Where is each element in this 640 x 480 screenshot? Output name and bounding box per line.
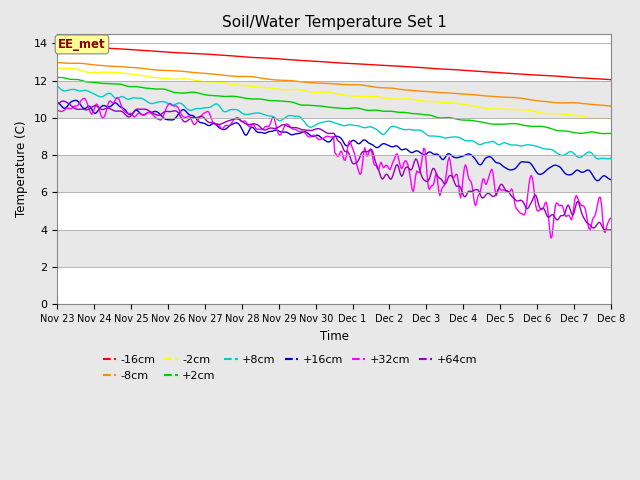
+2cm bbox=[364, 108, 371, 113]
+2cm bbox=[460, 117, 468, 123]
+8cm bbox=[556, 152, 564, 158]
-8cm bbox=[607, 103, 614, 109]
+16cm bbox=[461, 152, 469, 158]
-8cm bbox=[556, 100, 564, 106]
Line: +32cm: +32cm bbox=[58, 97, 611, 238]
Y-axis label: Temperature (C): Temperature (C) bbox=[15, 121, 28, 217]
+16cm bbox=[595, 178, 602, 183]
+32cm bbox=[607, 215, 614, 221]
-8cm bbox=[460, 91, 468, 97]
-16cm bbox=[390, 63, 397, 69]
Bar bbox=[58, 155, 611, 192]
-8cm bbox=[390, 85, 397, 91]
+32cm bbox=[114, 95, 122, 100]
Text: EE_met: EE_met bbox=[58, 38, 106, 51]
+8cm bbox=[390, 123, 397, 129]
-2cm bbox=[287, 87, 294, 93]
+64cm bbox=[461, 194, 469, 200]
+32cm bbox=[461, 162, 469, 168]
+32cm bbox=[227, 121, 235, 127]
Title: Soil/Water Temperature Set 1: Soil/Water Temperature Set 1 bbox=[221, 15, 447, 30]
+2cm bbox=[599, 131, 607, 136]
-8cm bbox=[364, 83, 371, 89]
+8cm bbox=[287, 113, 294, 119]
-16cm bbox=[226, 53, 234, 59]
-2cm bbox=[364, 94, 371, 99]
Bar bbox=[58, 43, 611, 81]
-8cm bbox=[287, 78, 294, 84]
Bar bbox=[58, 267, 611, 304]
+2cm bbox=[556, 128, 564, 134]
Bar bbox=[58, 118, 611, 155]
Line: -2cm: -2cm bbox=[58, 68, 611, 119]
+8cm bbox=[364, 124, 371, 130]
+16cm bbox=[54, 100, 61, 106]
Line: -8cm: -8cm bbox=[58, 62, 611, 106]
+2cm bbox=[54, 74, 61, 80]
-16cm bbox=[460, 68, 468, 73]
-16cm bbox=[607, 77, 614, 83]
-2cm bbox=[390, 96, 397, 102]
+16cm bbox=[364, 140, 372, 145]
+64cm bbox=[601, 227, 609, 233]
Line: +16cm: +16cm bbox=[58, 100, 611, 180]
-2cm bbox=[54, 65, 61, 71]
+64cm bbox=[364, 148, 372, 154]
+8cm bbox=[54, 84, 61, 89]
-16cm bbox=[364, 61, 371, 67]
-2cm bbox=[607, 116, 614, 121]
-16cm bbox=[556, 73, 564, 79]
+64cm bbox=[227, 117, 235, 123]
+64cm bbox=[557, 213, 565, 218]
Line: +64cm: +64cm bbox=[58, 101, 611, 230]
Bar bbox=[58, 81, 611, 118]
-2cm bbox=[460, 102, 468, 108]
Bar bbox=[58, 192, 611, 230]
Bar bbox=[58, 230, 611, 267]
-16cm bbox=[54, 42, 61, 48]
+16cm bbox=[288, 132, 296, 138]
+16cm bbox=[72, 97, 80, 103]
+64cm bbox=[60, 98, 67, 104]
Line: -16cm: -16cm bbox=[58, 45, 611, 80]
+64cm bbox=[607, 227, 614, 233]
X-axis label: Time: Time bbox=[319, 330, 349, 343]
+8cm bbox=[460, 137, 468, 143]
-2cm bbox=[226, 81, 234, 87]
Line: +2cm: +2cm bbox=[58, 77, 611, 133]
Legend: -16cm, -8cm, -2cm, +2cm, +8cm, +16cm, +32cm, +64cm: -16cm, -8cm, -2cm, +2cm, +8cm, +16cm, +3… bbox=[98, 351, 481, 385]
-16cm bbox=[287, 57, 294, 63]
+64cm bbox=[288, 125, 296, 131]
+2cm bbox=[390, 108, 397, 114]
Line: +8cm: +8cm bbox=[58, 86, 611, 159]
-8cm bbox=[54, 60, 61, 65]
+8cm bbox=[607, 156, 614, 161]
+32cm bbox=[364, 152, 372, 157]
+32cm bbox=[547, 235, 555, 241]
+32cm bbox=[391, 155, 399, 161]
-2cm bbox=[556, 111, 564, 117]
+16cm bbox=[227, 122, 235, 128]
-8cm bbox=[226, 73, 234, 79]
+16cm bbox=[557, 166, 565, 171]
+32cm bbox=[288, 126, 296, 132]
+64cm bbox=[54, 101, 61, 107]
+8cm bbox=[595, 156, 602, 162]
+8cm bbox=[226, 107, 234, 113]
+2cm bbox=[226, 94, 234, 99]
+2cm bbox=[607, 131, 614, 136]
+16cm bbox=[391, 144, 399, 149]
+16cm bbox=[607, 177, 614, 182]
+32cm bbox=[54, 108, 61, 113]
+2cm bbox=[287, 99, 294, 105]
+32cm bbox=[559, 203, 566, 208]
+64cm bbox=[391, 166, 399, 172]
